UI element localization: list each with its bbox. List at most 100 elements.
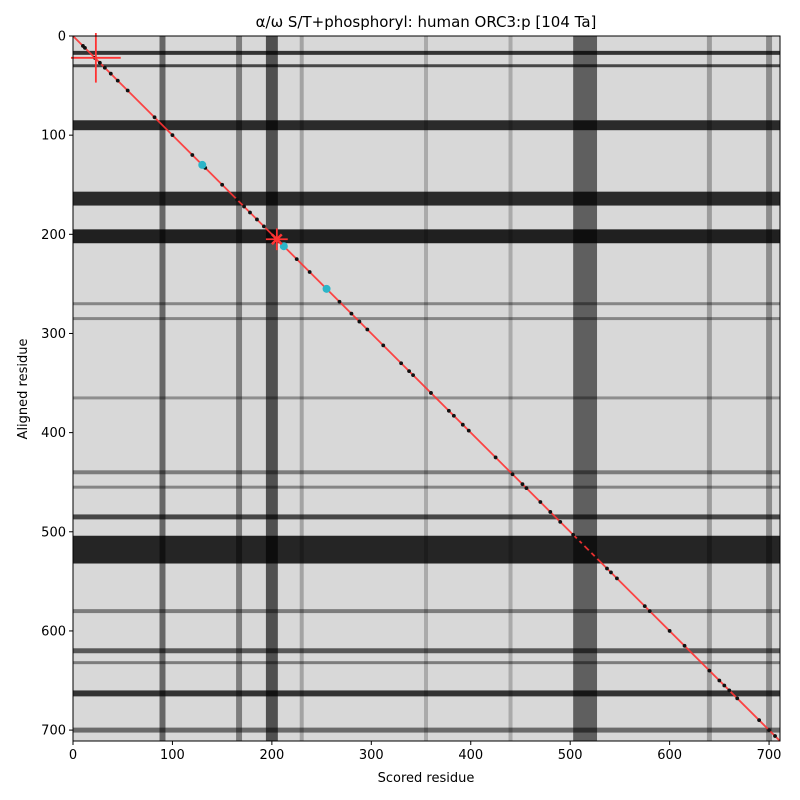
diagonal-point [558, 519, 563, 524]
dark-row-band [73, 485, 780, 489]
diagonal-point [357, 319, 362, 324]
x-tick-label: 300 [359, 748, 384, 763]
diagonal-point [115, 78, 120, 83]
diagonal-point [727, 688, 732, 693]
row-band-group [73, 50, 780, 733]
dark-row-band [73, 317, 780, 321]
y-tick-label: 400 [41, 426, 66, 441]
dark-row-band [73, 50, 780, 55]
diagonal-point [429, 391, 433, 395]
dark-column-band [236, 36, 243, 741]
highlight-point [322, 284, 331, 293]
cross-marker-diagonal [271, 233, 283, 246]
x-axis: 0 100 200 300 400 500 600 700 [69, 741, 782, 763]
dark-row-band [73, 229, 780, 244]
diagonal-point [524, 486, 529, 491]
diagonal-point [349, 311, 354, 316]
diagonal-point [594, 555, 598, 560]
y-tick-label: 600 [41, 624, 66, 639]
diagonal-point [235, 197, 239, 202]
highlight-points-group [198, 160, 331, 293]
y-tick-label: 300 [41, 327, 66, 342]
diagonal-point [642, 604, 647, 609]
dark-row-band [73, 609, 780, 614]
dark-row-band [73, 648, 780, 654]
x-tick-label: 700 [757, 748, 782, 763]
diagonal-point [735, 696, 740, 701]
diagonal-point [108, 71, 113, 76]
diagonal-point [588, 549, 592, 554]
diagonal-point [520, 482, 525, 487]
x-tick-label: 200 [259, 748, 284, 763]
diagonal-point [411, 373, 415, 378]
diagonal-point [576, 537, 581, 542]
dark-row-band [73, 690, 780, 697]
diagonal-point [615, 576, 619, 581]
diagonal-point [190, 153, 195, 157]
diagonal-point [125, 88, 130, 93]
diagonal-point [381, 343, 386, 348]
diagonal-point [510, 472, 515, 477]
plot-frame [72, 35, 781, 742]
diagonal-point [466, 428, 471, 433]
x-tick-label: 600 [657, 748, 682, 763]
y-tick-label: 200 [41, 228, 66, 243]
dark-row-band [73, 535, 780, 564]
marker-group [71, 33, 288, 251]
diagonal-point [493, 455, 498, 460]
plot-area [71, 33, 781, 742]
diagonal-point [571, 532, 576, 537]
chart-title: α/ω S/T+phosphoryl: human ORC3:p [104 Ta… [256, 13, 597, 31]
diagonal-point [605, 566, 609, 571]
x-axis-label: Scored residue [378, 771, 475, 786]
diagonal-point [97, 60, 102, 65]
diagonal-point [248, 210, 252, 215]
dark-column-band [573, 36, 598, 741]
diagonal-point [102, 65, 107, 70]
diagonal-point [294, 257, 299, 262]
dark-column-band [766, 36, 773, 741]
dark-column-band [265, 36, 278, 741]
diagonal-point [609, 570, 613, 575]
diagonal-point [757, 718, 762, 723]
y-tick-label: 100 [41, 129, 66, 144]
diagonal-point [707, 668, 712, 673]
diagonal-point [581, 542, 586, 547]
diagonal-point [682, 643, 687, 648]
dark-row-band [73, 120, 780, 131]
dark-column-band [159, 36, 166, 741]
highlight-point [279, 242, 288, 251]
diagonal-point [717, 678, 722, 683]
x-tick-label: 400 [458, 748, 483, 763]
diagonal-point [773, 734, 777, 738]
diagonal-line-group [72, 35, 781, 742]
diagonal-point [170, 133, 175, 138]
y-axis-label: Aligned residue [16, 339, 31, 440]
diagonal-point [460, 422, 465, 427]
dark-column-band [299, 36, 304, 741]
highlight-point [198, 160, 207, 169]
diagonal-point [446, 408, 451, 413]
diagonal-point [255, 217, 259, 222]
diagonal-point [83, 45, 87, 50]
diagonal-line [72, 35, 781, 742]
x-tick-label: 500 [558, 748, 583, 763]
diagonal-point [451, 413, 456, 418]
diagonal-point [152, 115, 157, 120]
y-axis: 0 100 200 300 400 500 600 700 [41, 30, 73, 739]
diagonal-point [722, 683, 727, 688]
dark-row-band [73, 514, 780, 520]
diagonal-point [538, 500, 543, 504]
dark-row-band [73, 191, 780, 206]
dark-row-band [73, 661, 780, 665]
x-tick-label: 0 [69, 748, 77, 763]
diagonal-point [647, 609, 652, 614]
dark-row-band [73, 727, 780, 733]
diagonal-point [365, 327, 370, 332]
diagonal-point [262, 224, 266, 229]
dark-row-band [73, 396, 780, 400]
dark-row-band [73, 470, 780, 475]
diagonal-point [667, 629, 672, 633]
diagonal-point [548, 510, 553, 514]
